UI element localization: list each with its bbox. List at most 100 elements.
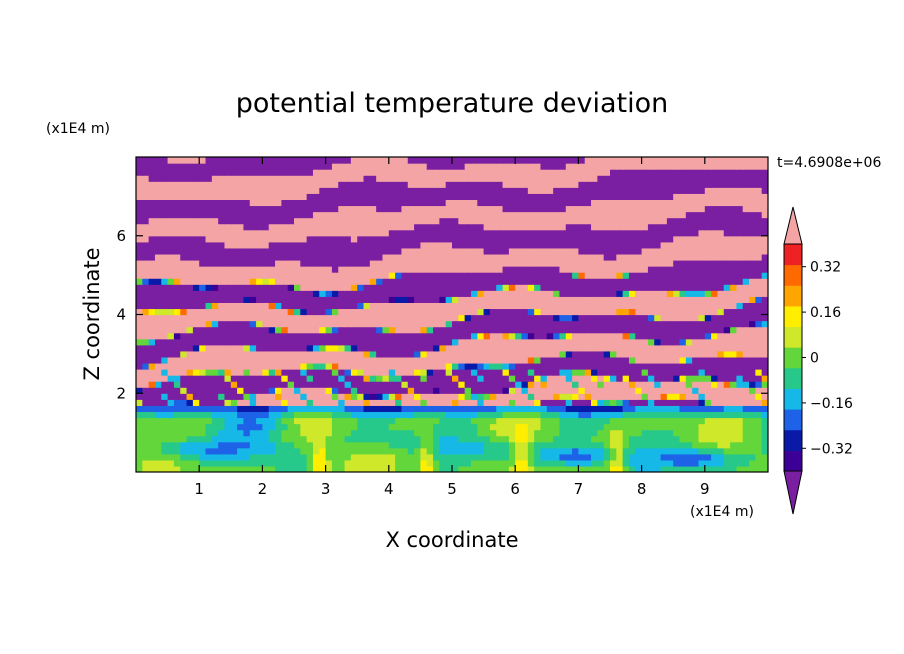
field-cell xyxy=(477,223,485,231)
field-cell xyxy=(142,338,150,346)
field-cell xyxy=(553,447,561,455)
field-cell xyxy=(382,187,390,194)
field-cell xyxy=(647,217,655,225)
field-cell xyxy=(275,429,282,437)
field-cell xyxy=(591,399,598,406)
field-cell xyxy=(192,344,200,352)
field-cell xyxy=(673,241,681,249)
field-cell xyxy=(312,193,320,201)
field-cell xyxy=(489,253,497,261)
field-cell xyxy=(338,459,346,467)
field-cell xyxy=(154,326,162,334)
field-cell xyxy=(325,338,333,346)
field-cell xyxy=(749,350,756,358)
field-cell xyxy=(502,405,510,413)
field-cell xyxy=(414,381,421,388)
field-cell xyxy=(679,459,687,467)
field-cell xyxy=(628,253,636,261)
field-cell xyxy=(192,217,200,225)
field-cell xyxy=(654,399,662,406)
field-cell xyxy=(230,429,238,437)
field-cell xyxy=(534,381,542,388)
field-cell xyxy=(382,344,390,352)
field-cell xyxy=(723,326,731,334)
field-cell xyxy=(433,344,440,352)
field-cell xyxy=(237,199,245,207)
field-cell xyxy=(148,375,156,382)
field-cell xyxy=(357,187,365,194)
field-cell xyxy=(584,459,592,467)
field-cell xyxy=(685,453,693,461)
field-cell xyxy=(591,211,598,219)
field-cell xyxy=(319,332,327,340)
field-cell xyxy=(521,259,529,267)
field-cell xyxy=(312,205,320,213)
field-cell xyxy=(723,290,731,297)
field-cell xyxy=(572,199,579,207)
field-cell xyxy=(205,356,213,364)
field-cell xyxy=(325,369,333,376)
field-cell xyxy=(300,320,308,328)
field-cell xyxy=(136,369,143,376)
field-cell xyxy=(395,369,403,376)
field-cell xyxy=(192,459,200,467)
field-cell xyxy=(136,181,143,188)
field-cell xyxy=(433,332,440,340)
field-cell xyxy=(666,241,674,249)
field-cell xyxy=(616,199,624,207)
field-cell xyxy=(458,266,466,273)
field-cell xyxy=(268,435,276,443)
field-cell xyxy=(508,253,516,261)
field-cell xyxy=(268,375,276,382)
field-cell xyxy=(508,399,516,406)
field-cell xyxy=(591,278,598,285)
field-cell xyxy=(464,320,472,328)
field-cell xyxy=(527,181,535,188)
field-cell xyxy=(445,338,453,346)
field-cell xyxy=(496,435,504,443)
field-cell xyxy=(180,326,188,334)
field-cell xyxy=(635,369,643,376)
field-cell xyxy=(610,459,617,467)
field-cell xyxy=(584,169,592,176)
field-cell xyxy=(534,375,542,382)
field-cell xyxy=(502,247,510,255)
field-cell xyxy=(742,344,750,352)
field-cell xyxy=(148,459,156,467)
field-cell xyxy=(256,453,263,461)
field-cell xyxy=(477,193,485,201)
field-cell xyxy=(331,387,339,394)
field-cell xyxy=(635,320,643,328)
field-cell xyxy=(477,302,485,310)
field-cell xyxy=(180,229,188,237)
field-cell xyxy=(635,205,643,213)
field-cell xyxy=(654,320,662,328)
field-cell xyxy=(489,405,497,413)
field-cell xyxy=(388,393,396,400)
field-cell xyxy=(401,229,409,237)
field-cell xyxy=(148,465,156,472)
field-cell xyxy=(452,453,459,461)
field-cell xyxy=(439,459,447,467)
field-cell xyxy=(325,387,333,394)
field-cell xyxy=(597,235,605,243)
field-cell xyxy=(508,187,516,194)
field-cell xyxy=(616,356,624,364)
field-cell xyxy=(382,266,390,273)
field-cell xyxy=(142,332,150,340)
field-cell xyxy=(439,302,447,310)
field-cell xyxy=(692,187,700,194)
field-cell xyxy=(186,284,194,291)
field-cell xyxy=(458,356,466,364)
field-cell xyxy=(287,417,295,425)
field-cell xyxy=(717,193,725,201)
field-cell xyxy=(426,253,434,261)
field-cell xyxy=(192,272,200,279)
field-cell xyxy=(616,387,624,394)
field-cell xyxy=(331,278,339,285)
field-cell xyxy=(452,302,459,310)
field-cell xyxy=(717,393,725,400)
field-cell xyxy=(331,205,339,213)
field-cell xyxy=(344,423,352,431)
field-cell xyxy=(426,259,434,267)
